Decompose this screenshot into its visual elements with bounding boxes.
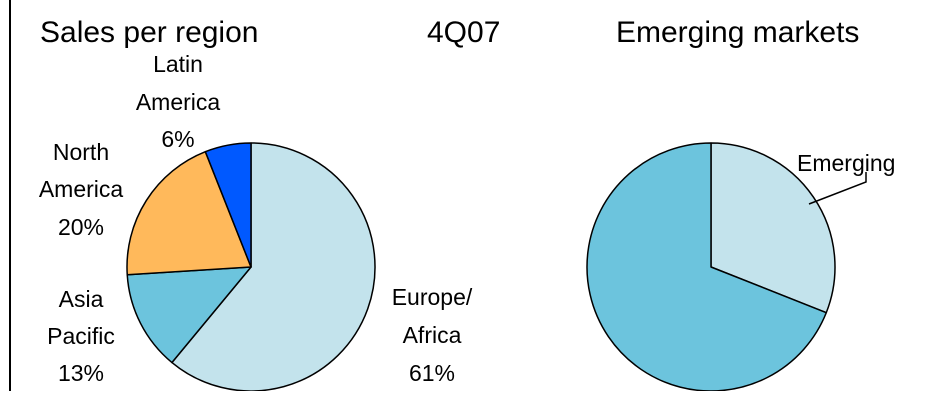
- label-europe: Europe/: [392, 284, 473, 310]
- chart-title: Sales per region: [40, 16, 258, 49]
- regions-slice-latin-america: [204, 142, 252, 268]
- regions-slice-asia-pacific: [126, 266, 252, 364]
- label-asia-pct: 13%: [58, 360, 104, 386]
- label-america: America: [39, 176, 124, 202]
- label-america: America: [136, 89, 221, 115]
- period-label: 4Q07: [427, 16, 500, 49]
- label-asia: Asia: [59, 286, 104, 312]
- label-latin: Latin: [153, 51, 203, 77]
- emerging-leader-line: [808, 172, 867, 205]
- label-emerging: Emerging: [797, 150, 895, 176]
- slice-label-north-america: North America 20%: [39, 139, 124, 240]
- slice-label-latin-america: Latin America 6%: [136, 51, 221, 152]
- pie-chart-regions: [126, 142, 376, 392]
- slice-label-asia-pacific: Asia Pacific 13%: [47, 286, 115, 386]
- regions-slice-europe-africa: [171, 142, 376, 392]
- pie-chart-emerging: [586, 142, 836, 392]
- emerging-slice-other: [586, 142, 828, 392]
- emerging-title: Emerging markets: [616, 16, 859, 49]
- slice-label-europe-africa: Europe/ Africa 61%: [392, 284, 473, 386]
- label-africa: Africa: [403, 322, 462, 348]
- emerging-slice-emerging: [710, 142, 836, 314]
- label-north-pct: 20%: [58, 214, 104, 240]
- label-north: North: [53, 139, 109, 165]
- label-pacific: Pacific: [47, 323, 115, 349]
- label-latin-pct: 6%: [161, 126, 194, 152]
- regions-slice-north-america: [126, 150, 252, 276]
- label-europe-pct: 61%: [409, 360, 455, 386]
